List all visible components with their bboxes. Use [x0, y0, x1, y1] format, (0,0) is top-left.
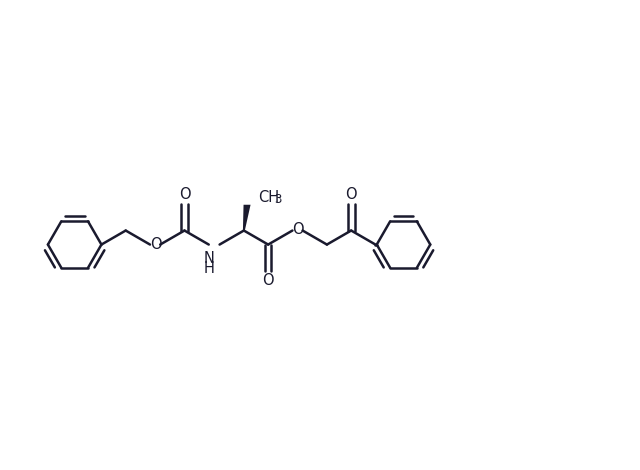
- Text: O: O: [346, 188, 357, 203]
- Text: N: N: [204, 251, 214, 266]
- Text: O: O: [292, 222, 304, 237]
- Text: H: H: [204, 261, 214, 276]
- Polygon shape: [243, 205, 250, 231]
- Text: CH: CH: [259, 189, 280, 204]
- Text: O: O: [262, 273, 274, 288]
- Text: 3: 3: [274, 193, 281, 206]
- Text: O: O: [179, 188, 190, 203]
- Text: O: O: [150, 237, 161, 252]
